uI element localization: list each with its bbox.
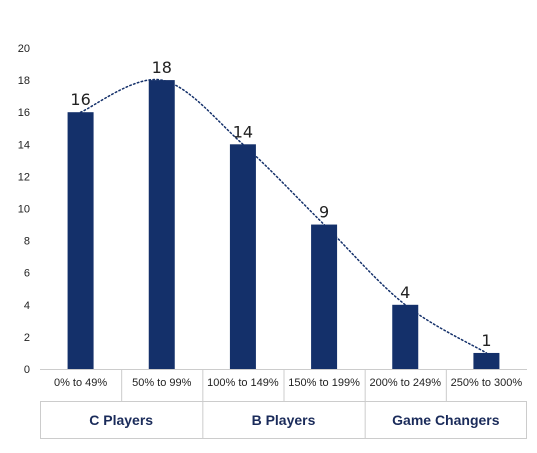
bar: [148, 80, 175, 369]
x-tick-label: 200% to 249%: [369, 377, 441, 389]
x-tick-label: 250% to 300%: [451, 377, 523, 389]
y-tick-label: 6: [24, 268, 30, 280]
y-tick-label: 12: [18, 171, 30, 183]
group-label: Game Changers: [392, 412, 500, 428]
group-label: C Players: [89, 412, 153, 428]
data-label: 14: [233, 122, 253, 141]
group-box: [40, 401, 527, 439]
bar: [473, 352, 500, 369]
y-tick-label: 20: [18, 43, 30, 55]
x-tick-label: 0% to 49%: [54, 377, 107, 389]
data-label: 4: [400, 283, 410, 302]
data-label: 9: [319, 203, 329, 222]
y-tick-label: 18: [18, 75, 30, 87]
y-tick-label: 8: [24, 236, 30, 248]
y-tick-label: 2: [24, 332, 30, 344]
x-tick-label: 150% to 199%: [288, 377, 360, 389]
bar: [67, 112, 94, 369]
data-label: 18: [152, 58, 172, 77]
y-tick-label: 4: [24, 300, 30, 312]
x-tick-label: 100% to 149%: [207, 377, 279, 389]
bar: [311, 224, 338, 369]
y-tick-label: 0: [24, 364, 30, 376]
y-tick-label: 10: [18, 204, 30, 216]
group-label: B Players: [252, 412, 316, 428]
x-tick-label: 50% to 99%: [132, 377, 192, 389]
trend-line: [79, 78, 488, 354]
data-label: 16: [70, 90, 90, 109]
data-label: 1: [481, 331, 491, 350]
y-tick-label: 14: [18, 139, 30, 151]
y-tick-label: 16: [18, 107, 30, 119]
bar: [229, 144, 256, 369]
bar: [392, 304, 419, 369]
